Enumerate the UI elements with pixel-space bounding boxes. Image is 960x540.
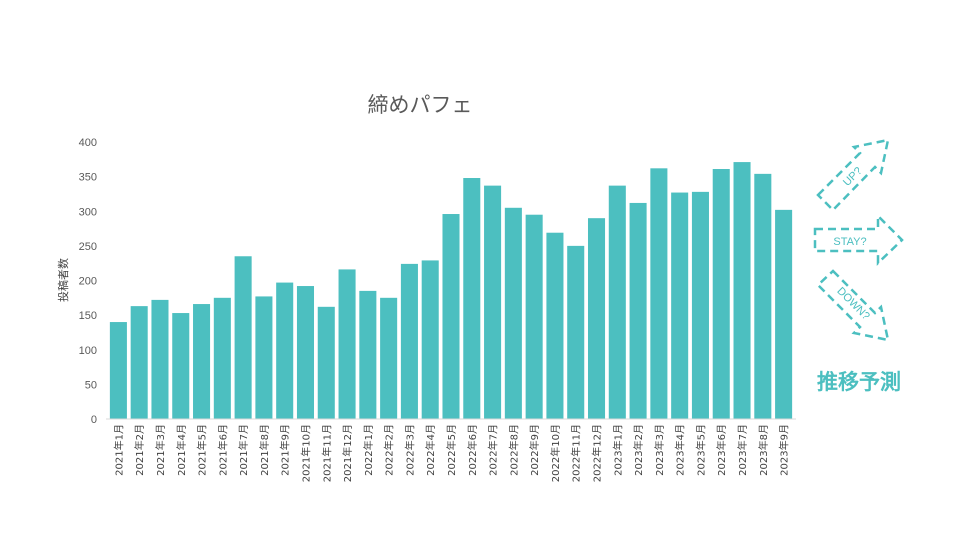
x-tick-label: 2021年1月: [112, 424, 125, 476]
x-tick-label: 2021年7月: [237, 424, 250, 476]
x-tick-label: 2023年1月: [611, 424, 624, 476]
bar: [109, 322, 127, 419]
bar: [546, 232, 564, 419]
y-tick-label: 250: [79, 241, 97, 253]
x-tick-label: 2023年5月: [694, 424, 707, 476]
x-tick-label: 2021年2月: [133, 424, 146, 476]
x-tick-label: 2022年11月: [570, 424, 583, 482]
x-tick-label: 2021年10月: [299, 424, 312, 482]
x-tick-label: 2023年3月: [653, 424, 666, 476]
x-tick-label: 2021年3月: [154, 424, 167, 476]
up-arrow-icon: UP?: [816, 138, 890, 212]
bar: [567, 245, 585, 419]
bar: [255, 296, 273, 419]
bar: [775, 209, 793, 419]
x-tick-label: 2022年12月: [591, 424, 604, 482]
right-arrow-icon: STAY?: [813, 212, 904, 266]
bar: [712, 169, 730, 419]
bar: [130, 306, 148, 419]
x-tick-label: 2021年8月: [258, 424, 271, 476]
bar: [317, 306, 335, 419]
x-tick-label: 2022年9月: [528, 424, 541, 476]
y-tick-label: 400: [79, 137, 97, 149]
y-axis-label: 投稿者数: [56, 258, 70, 302]
bar: [172, 313, 190, 419]
y-tick-label: 200: [79, 276, 97, 288]
y-axis-ticks: 0 50 100 150 200 250 300 350 400: [79, 137, 97, 426]
x-tick-label: 2023年2月: [632, 424, 645, 476]
bars: [109, 162, 793, 419]
bar: [193, 304, 211, 419]
x-axis-ticks: 2021年1月 2021年2月 2021年3月 2021年4月 2021年5月 2021年…: [112, 424, 790, 482]
y-tick-label: 100: [79, 345, 97, 357]
x-tick-label: 2023年6月: [715, 424, 728, 476]
bar: [276, 282, 294, 419]
bar: [296, 286, 315, 419]
x-tick-label: 2021年11月: [320, 424, 333, 482]
bar: [733, 162, 751, 419]
bar: [380, 297, 398, 419]
x-tick-label: 2021年4月: [175, 424, 188, 476]
x-tick-label: 2023年9月: [778, 424, 791, 476]
x-tick-label: 2022年10月: [549, 424, 562, 482]
bar: [754, 173, 772, 419]
bar: [691, 191, 709, 419]
bar: [234, 256, 252, 419]
bar: [400, 263, 418, 419]
x-tick-label: 2022年6月: [466, 424, 479, 476]
up-arrow-label: UP?: [841, 165, 865, 189]
x-tick-label: 2022年8月: [507, 424, 520, 476]
forecast-caption: 推移予測: [817, 370, 901, 394]
bar: [151, 299, 169, 419]
x-tick-label: 2022年3月: [403, 424, 416, 476]
x-tick-label: 2023年8月: [757, 424, 770, 476]
y-tick-label: 150: [79, 310, 97, 322]
bar: [484, 185, 502, 419]
x-tick-label: 2022年4月: [424, 424, 437, 476]
y-tick-label: 0: [91, 414, 97, 426]
bar: [629, 202, 647, 419]
bar: [525, 214, 543, 419]
stay-arrow-label: STAY?: [833, 236, 866, 248]
down-arrow-icon: DOWN?: [816, 269, 890, 342]
bar: [671, 192, 689, 419]
bar: [421, 260, 439, 419]
x-tick-label: 2022年2月: [383, 424, 396, 476]
bar: [359, 290, 377, 419]
x-tick-label: 2021年9月: [279, 424, 292, 476]
y-tick-label: 350: [79, 172, 97, 184]
x-tick-label: 2022年7月: [487, 424, 500, 476]
x-tick-label: 2021年6月: [216, 424, 229, 476]
bar: [504, 207, 522, 419]
x-tick-label: 2023年7月: [736, 424, 749, 476]
bar: [587, 218, 606, 419]
bar: [650, 168, 668, 419]
y-tick-label: 300: [79, 206, 97, 218]
x-tick-label: 2022年5月: [445, 424, 458, 476]
x-tick-label: 2021年5月: [196, 424, 209, 476]
bar: [338, 269, 356, 419]
bar: [608, 185, 626, 419]
y-tick-label: 50: [85, 379, 97, 391]
bar: [442, 214, 460, 419]
chart-title: 締めパフェ: [368, 93, 473, 117]
x-tick-label: 2023年4月: [674, 424, 687, 476]
bar: [463, 178, 481, 419]
x-tick-label: 2021年12月: [341, 424, 354, 482]
bar: [213, 297, 231, 419]
x-tick-label: 2022年1月: [362, 424, 375, 476]
